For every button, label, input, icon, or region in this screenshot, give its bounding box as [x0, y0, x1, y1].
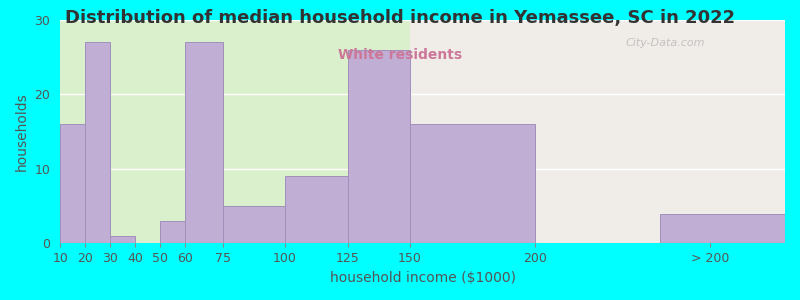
Bar — [110, 236, 135, 243]
Text: White residents: White residents — [338, 48, 462, 62]
Y-axis label: households: households — [15, 92, 29, 171]
Bar — [60, 20, 410, 243]
Bar — [185, 42, 222, 243]
Bar — [222, 206, 285, 243]
Text: Distribution of median household income in Yemassee, SC in 2022: Distribution of median household income … — [65, 9, 735, 27]
Bar — [285, 176, 347, 243]
Bar — [410, 20, 785, 243]
Bar — [85, 42, 110, 243]
Bar — [60, 124, 85, 243]
Text: City-Data.com: City-Data.com — [626, 38, 705, 48]
X-axis label: household income ($1000): household income ($1000) — [330, 271, 515, 285]
Bar — [410, 124, 535, 243]
Bar — [347, 50, 410, 243]
Bar — [160, 221, 185, 243]
Bar — [660, 214, 785, 243]
